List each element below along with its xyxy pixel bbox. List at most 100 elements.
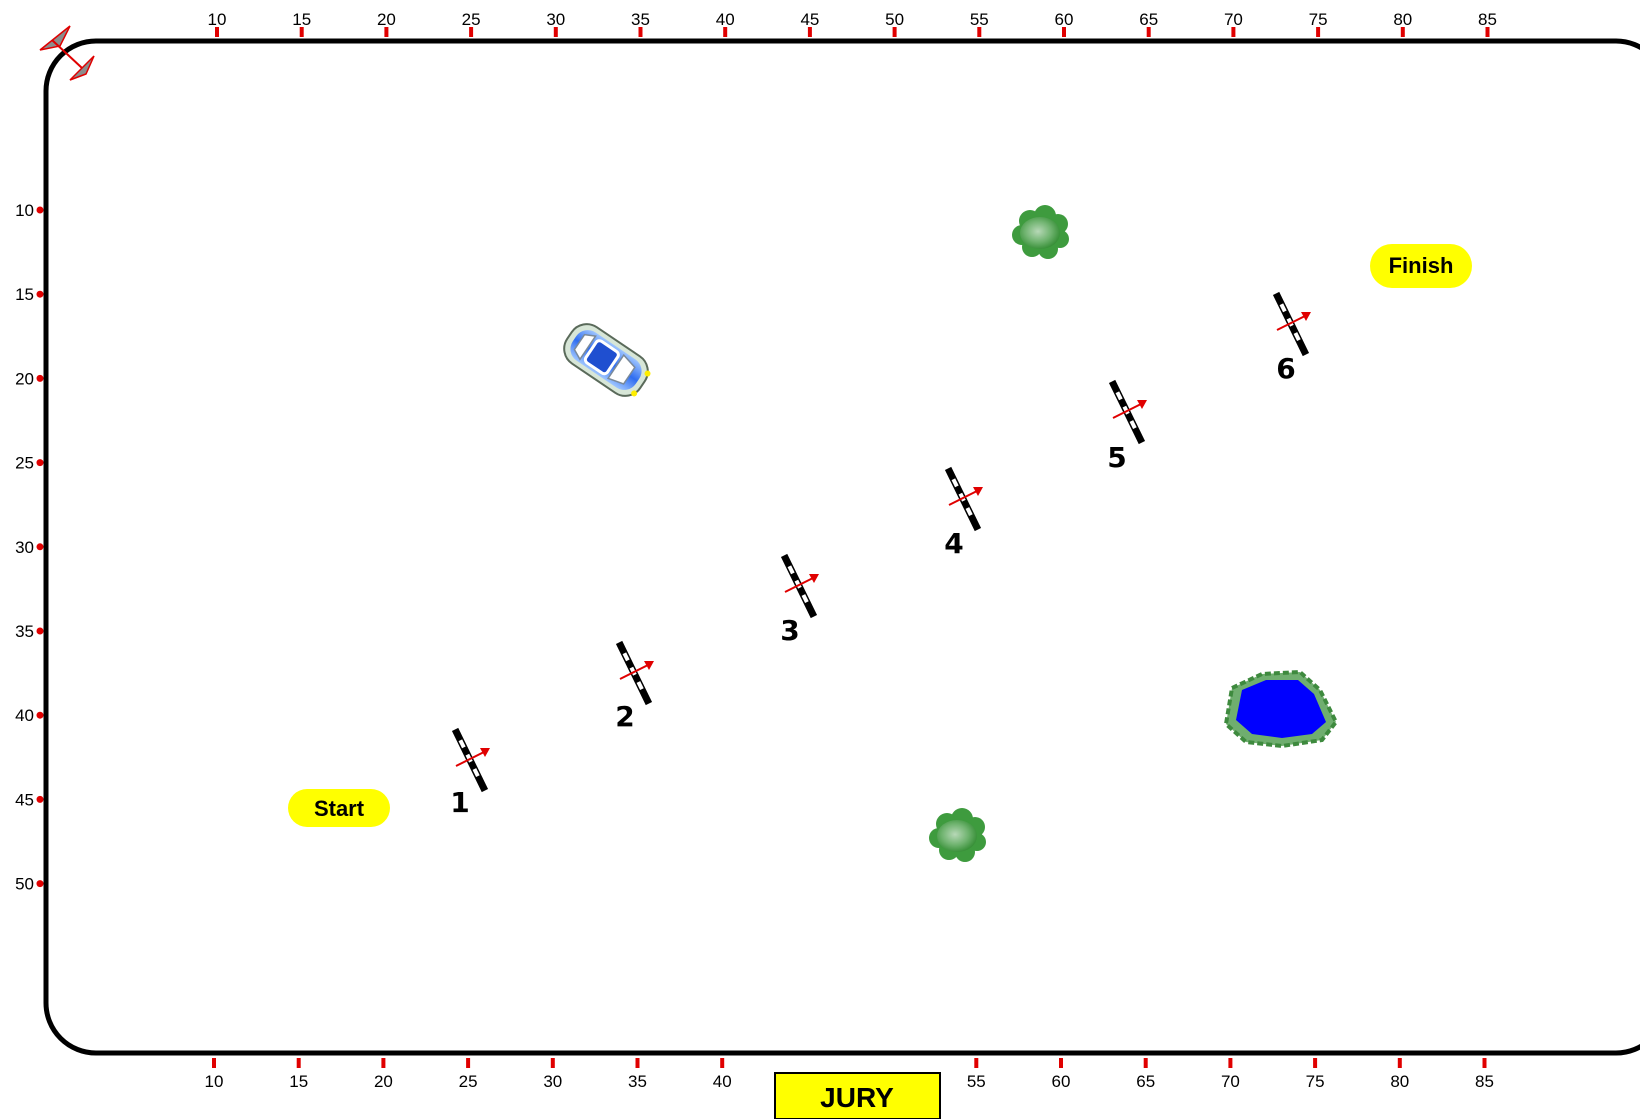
fence-3: 3 — [780, 553, 819, 647]
left-tick-mark — [36, 627, 44, 635]
top-tick-mark — [215, 27, 219, 37]
bottom-tick-label: 80 — [1390, 1072, 1409, 1091]
bottom-tick-mark — [1059, 1058, 1063, 1068]
left-tick-label: 15 — [15, 285, 34, 304]
bottom-tick-label: 75 — [1306, 1072, 1325, 1091]
start-marker: Start — [288, 789, 390, 827]
top-tick-label: 50 — [885, 10, 904, 29]
direction-arrow-icon — [455, 751, 485, 767]
top-tick-label: 80 — [1393, 10, 1412, 29]
top-tick-mark — [1316, 27, 1321, 37]
left-tick-mark — [36, 880, 44, 888]
fence-1: 1 — [450, 727, 490, 819]
bottom-tick-label: 15 — [289, 1072, 308, 1091]
top-tick-label: 25 — [462, 10, 481, 29]
left-tick-label: 45 — [15, 790, 34, 809]
left-tick-mark — [36, 543, 44, 551]
direction-arrow-icon — [948, 490, 978, 506]
top-tick-mark — [1400, 27, 1405, 37]
bottom-tick-mark — [720, 1058, 725, 1068]
top-tick-mark — [977, 27, 982, 37]
bottom-axis: 10 15 20 25 30 35 40 55 60 65 70 75 80 85 — [205, 1058, 1494, 1091]
bush-icon — [1012, 205, 1069, 259]
bottom-tick-mark — [466, 1058, 471, 1068]
fence-4: 4 — [944, 466, 983, 560]
top-tick-mark — [892, 27, 897, 37]
left-tick-label: 35 — [15, 622, 34, 641]
top-tick-mark — [807, 27, 812, 37]
top-tick-mark — [1231, 27, 1236, 37]
left-tick-mark — [36, 290, 44, 298]
fence-6: 6 — [1272, 291, 1311, 385]
bottom-tick-mark — [1397, 1058, 1402, 1068]
bottom-tick-mark — [1143, 1058, 1148, 1068]
top-tick-mark — [299, 27, 304, 37]
bottom-tick-label: 70 — [1221, 1072, 1240, 1091]
fence-number: 2 — [615, 700, 634, 733]
fence-2: 2 — [615, 640, 654, 733]
top-tick-label: 85 — [1478, 10, 1497, 29]
direction-arrow-icon — [784, 577, 814, 593]
top-tick-mark — [723, 27, 728, 37]
fence-5: 5 — [1107, 379, 1147, 474]
top-tick-mark — [1062, 27, 1066, 37]
compass-arrows-icon — [39, 25, 95, 81]
left-tick-label: 30 — [15, 538, 34, 557]
top-tick-label: 20 — [377, 10, 396, 29]
left-tick-mark — [36, 459, 44, 467]
top-tick-label: 60 — [1055, 10, 1074, 29]
direction-arrow-icon — [619, 664, 649, 680]
left-tick-mark — [36, 795, 44, 803]
left-tick-label: 20 — [15, 369, 34, 388]
direction-arrow-icon — [1112, 403, 1142, 419]
bottom-tick-mark — [1482, 1058, 1487, 1068]
bottom-tick-label: 60 — [1052, 1072, 1071, 1091]
top-tick-label: 55 — [970, 10, 989, 29]
top-tick-mark — [553, 27, 558, 37]
top-tick-label: 40 — [716, 10, 735, 29]
top-tick-label: 15 — [292, 10, 311, 29]
bottom-tick-label: 25 — [459, 1072, 478, 1091]
bush-icon — [929, 808, 986, 862]
top-tick-label: 35 — [631, 10, 650, 29]
left-tick-label: 25 — [15, 454, 34, 473]
left-tick-label: 10 — [15, 201, 34, 220]
finish-label: Finish — [1389, 253, 1454, 278]
bottom-tick-mark — [296, 1058, 301, 1068]
bottom-tick-mark — [635, 1058, 640, 1068]
bottom-tick-mark — [212, 1058, 216, 1068]
top-tick-mark — [384, 27, 389, 37]
top-tick-label: 10 — [208, 10, 227, 29]
top-axis: 10 15 20 25 30 35 40 45 50 55 60 65 70 75 80 85 — [208, 10, 1497, 37]
bottom-tick-label: 10 — [205, 1072, 224, 1091]
jury-label: JURY — [820, 1082, 894, 1113]
car-icon — [563, 323, 651, 397]
bottom-tick-mark — [550, 1058, 555, 1068]
jury-box: JURY — [774, 1072, 941, 1119]
fence-number: 6 — [1276, 352, 1295, 385]
bottom-tick-mark — [974, 1058, 979, 1068]
left-tick-mark — [36, 374, 44, 382]
bottom-tick-label: 40 — [713, 1072, 732, 1091]
top-tick-mark — [469, 27, 474, 37]
left-tick-mark — [36, 206, 44, 214]
fence-number: 1 — [450, 786, 469, 819]
left-tick-mark — [36, 711, 44, 719]
bottom-tick-label: 85 — [1475, 1072, 1494, 1091]
pond-icon — [1223, 669, 1339, 749]
left-tick-label: 40 — [15, 706, 34, 725]
left-axis: 10 15 20 25 30 35 40 45 50 — [15, 201, 44, 894]
fence-number: 5 — [1107, 441, 1126, 474]
left-tick-label: 50 — [15, 875, 34, 894]
bottom-tick-mark — [1313, 1058, 1318, 1068]
top-tick-label: 70 — [1224, 10, 1243, 29]
bottom-tick-label: 55 — [967, 1072, 986, 1091]
top-tick-label: 65 — [1139, 10, 1158, 29]
bottom-tick-label: 65 — [1136, 1072, 1155, 1091]
finish-marker: Finish — [1370, 244, 1472, 288]
top-tick-label: 30 — [546, 10, 565, 29]
top-tick-label: 75 — [1309, 10, 1328, 29]
top-tick-label: 45 — [800, 10, 819, 29]
top-tick-mark — [1485, 27, 1490, 37]
